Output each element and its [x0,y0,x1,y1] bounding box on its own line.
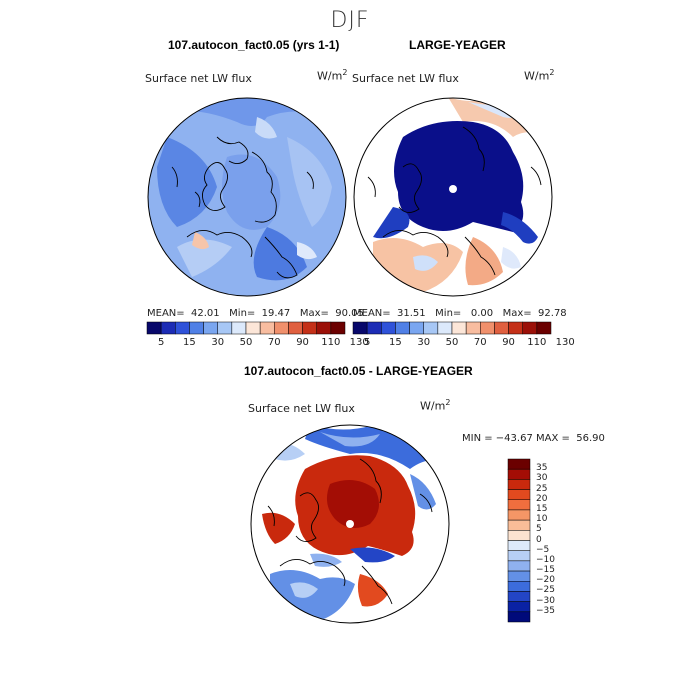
colorbar-swatch [507,530,531,541]
variable-label-diff: Surface net LW flux [248,402,355,415]
colorbar-swatch [507,499,531,511]
panel-title-obs: LARGE-YEAGER [409,38,506,52]
colorbar-swatch [507,601,531,613]
variable-label-model: Surface net LW flux [145,72,252,85]
colorbar-tick-label: 35 [536,463,548,474]
colorbar-tick-label: −10 [536,554,555,565]
units-label-diff: W/m2 [420,398,451,413]
colorbar-tick-label: 5 [536,524,542,535]
colorbar-tick-label: 15 [389,337,402,348]
colorbar-diff [507,458,531,623]
colorbar-swatch [203,321,218,335]
colorbar-tick-label: 110 [527,337,547,348]
colorbar-swatch [160,321,176,335]
colorbar-swatch [451,321,467,335]
colorbar-swatch [316,321,332,335]
stats-diff: MIN = −43.67 MAX = 56.90 [462,433,605,444]
colorbar-tick-label: −25 [536,585,555,596]
colorbar-swatch [480,321,495,335]
colorbar-tick-label: 0 [536,534,542,545]
colorbar-swatch [494,321,509,335]
colorbar-ticks-model: 5 15 30 50 70 90 110 130 [147,337,369,349]
colorbar-swatch [274,321,289,335]
colorbar-swatch [302,321,317,335]
colorbar-swatch [259,321,275,335]
colorbar-tick-label: 5 [157,337,165,348]
colorbar-tick-label: 90 [296,337,309,348]
colorbar-swatch [175,321,190,335]
stats-obs: MEAN= 31.51 Min= 0.00 Max= 92.78 [353,308,567,319]
colorbar-tick-label: 110 [321,337,341,348]
colorbar-swatch [146,321,162,335]
stats-model: MEAN= 42.01 Min= 19.47 Max= 90.05 [147,308,364,319]
colorbar-swatch [507,468,531,480]
colorbar-model [146,321,346,335]
colorbar-tick-label: 130 [555,337,575,348]
variable-label-obs: Surface net LW flux [352,72,459,85]
colorbar-swatch [536,321,552,335]
colorbar-tick-label: 10 [536,514,548,525]
colorbar-swatch [288,321,303,335]
colorbar-swatch [507,611,531,623]
colorbar-tick-label: −5 [536,544,550,555]
colorbar-swatch [507,489,531,500]
colorbar-swatch [507,479,531,490]
colorbar-swatch [409,321,424,335]
colorbar-swatch [507,458,531,470]
figure-title: DJF [330,8,370,33]
colorbar-swatch [437,321,453,335]
colorbar-swatch [522,321,538,335]
colorbar-tick-label: 90 [502,337,515,348]
colorbar-swatch [507,550,531,562]
polar-map-obs [353,97,553,297]
colorbar-tick-label: 20 [536,493,548,504]
colorbar-tick-label: 25 [536,483,548,494]
colorbar-swatch [330,321,346,335]
colorbar-tick-label: 15 [183,337,196,348]
colorbar-ticks-obs: 5 15 30 50 70 90 110 130 [353,337,575,349]
colorbar-tick-label: 50 [445,337,459,348]
colorbar-tick-label: −35 [536,605,555,616]
colorbar-obs [352,321,552,335]
colorbar-tick-label: 70 [473,337,487,348]
colorbar-swatch [507,581,531,592]
colorbar-tick-label: 30 [417,337,431,348]
colorbar-swatch [381,321,396,335]
colorbar-tick-label: −20 [536,575,555,586]
colorbar-swatch [508,321,523,335]
colorbar-swatch [231,321,247,335]
colorbar-swatch [189,321,204,335]
colorbar-swatch [507,591,531,602]
colorbar-swatch [352,321,368,335]
colorbar-tick-label: 130 [349,337,369,348]
colorbar-ticks-diff: 35 30 25 20 15 10 5 0 −5 −10 −15 −20 −25 −30 −35 [536,459,576,622]
panel-title-diff: 107.autocon_fact0.05 - LARGE-YEAGER [244,364,473,378]
colorbar-swatch [217,321,233,335]
colorbar-swatch [423,321,439,335]
colorbar-swatch [507,560,531,572]
colorbar-swatch [507,509,531,521]
colorbar-tick-label: 30 [211,337,225,348]
polar-map-diff [250,424,450,624]
polar-map-model [147,97,347,297]
colorbar-swatch [507,519,531,531]
colorbar-tick-label: 5 [363,337,371,348]
panel-title-model: 107.autocon_fact0.05 (yrs 1-1) [168,38,340,52]
colorbar-swatch [465,321,481,335]
colorbar-swatch [507,540,531,551]
colorbar-tick-label: 30 [536,473,548,484]
colorbar-tick-label: 50 [239,337,253,348]
colorbar-tick-label: −15 [536,565,555,576]
colorbar-tick-label: 70 [267,337,281,348]
colorbar-tick-label: 15 [536,503,548,514]
colorbar-swatch [395,321,410,335]
units-label-model: W/m2 [317,68,348,83]
colorbar-swatch [507,570,531,582]
colorbar-swatch [366,321,382,335]
colorbar-swatch [245,321,261,335]
colorbar-tick-label: −30 [536,595,555,606]
units-label-obs: W/m2 [524,68,555,83]
